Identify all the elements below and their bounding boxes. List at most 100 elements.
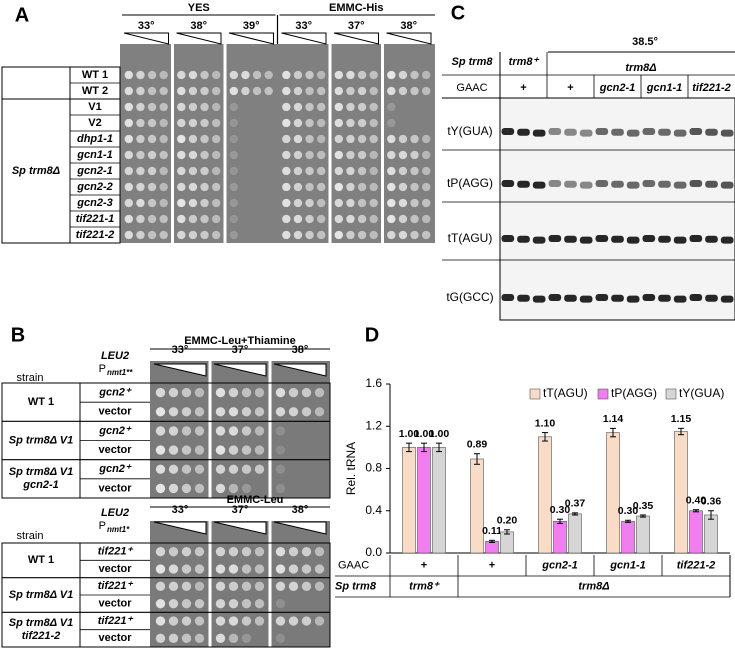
colony-spot bbox=[228, 407, 239, 417]
colony-spot bbox=[155, 445, 166, 455]
colony-spot bbox=[215, 483, 226, 494]
colony-spot bbox=[369, 166, 378, 176]
colony-spot bbox=[124, 102, 133, 112]
gel-band bbox=[611, 128, 624, 136]
colony-spot bbox=[305, 86, 314, 96]
bar bbox=[417, 447, 431, 554]
colony-spot bbox=[254, 387, 265, 398]
colony-spot bbox=[398, 214, 408, 224]
colony-spot bbox=[229, 182, 238, 192]
y-tick-label: 0.8 bbox=[365, 461, 382, 475]
row-label: Sp trm8 bbox=[335, 580, 377, 592]
colony-spot bbox=[241, 633, 252, 644]
colony-spot bbox=[212, 230, 221, 240]
colony-spot bbox=[147, 230, 157, 240]
gaac-label: gcn1-1 bbox=[646, 82, 682, 94]
colony-spot bbox=[177, 118, 186, 128]
colony-spot bbox=[241, 464, 252, 474]
colony-spot bbox=[254, 426, 265, 436]
error-bar bbox=[640, 514, 646, 518]
bar bbox=[538, 436, 552, 554]
colony-spot bbox=[422, 166, 431, 176]
colony-spot bbox=[357, 198, 367, 208]
colony-spot bbox=[147, 214, 157, 224]
error-bar bbox=[474, 453, 480, 465]
colony-spot bbox=[124, 182, 133, 192]
plasmid-label: vector bbox=[98, 632, 132, 644]
gel-band bbox=[501, 180, 515, 187]
colony-spot bbox=[357, 214, 367, 224]
colony-spot bbox=[188, 230, 198, 240]
bar bbox=[568, 513, 582, 554]
colony-spot bbox=[181, 616, 192, 626]
strain-label: gcn2-2 bbox=[76, 181, 112, 193]
colony-spot bbox=[159, 102, 168, 112]
gel-band bbox=[517, 128, 530, 136]
colony-spot bbox=[369, 134, 378, 144]
colony-spot bbox=[136, 198, 145, 208]
colony-spot bbox=[293, 118, 303, 128]
bar bbox=[674, 431, 688, 554]
gel-band bbox=[595, 235, 609, 242]
strain-label: Sp trm8 bbox=[452, 56, 494, 68]
legend-swatch bbox=[665, 388, 677, 400]
gel-band bbox=[658, 294, 671, 302]
value-label: 1.10 bbox=[535, 417, 556, 429]
colony-spot bbox=[314, 616, 325, 626]
table-frame bbox=[1, 542, 331, 648]
colony-spot bbox=[155, 633, 166, 644]
dilution-triangle bbox=[213, 521, 267, 535]
colony-spot bbox=[387, 134, 396, 144]
colony-spot bbox=[346, 182, 355, 192]
trna-label: tY(GUA) bbox=[447, 124, 492, 138]
colony-spot bbox=[194, 633, 205, 644]
gel-band bbox=[548, 294, 562, 301]
colony-spot bbox=[252, 86, 262, 96]
temperature-label: 37° bbox=[232, 344, 249, 356]
gel-band bbox=[532, 129, 546, 137]
error-bar bbox=[489, 539, 495, 543]
group-label: trm8⁺ bbox=[409, 580, 440, 592]
colony-spot bbox=[215, 426, 226, 436]
strain-label: tif221-1 bbox=[76, 213, 115, 225]
colony-spot bbox=[147, 166, 157, 176]
colony-spot bbox=[168, 483, 179, 494]
colony-spot bbox=[387, 198, 396, 208]
colony-spot bbox=[282, 214, 291, 224]
value-label: 0.30 bbox=[618, 505, 639, 517]
colony-spot bbox=[357, 230, 367, 240]
colony-spot bbox=[136, 118, 145, 128]
colony-spot bbox=[317, 102, 326, 112]
colony-spot bbox=[194, 426, 205, 436]
gel-band bbox=[626, 129, 640, 137]
colony-spot bbox=[159, 118, 168, 128]
colony-spot bbox=[159, 86, 168, 96]
colony-spot bbox=[254, 464, 265, 474]
temperature-label: 38° bbox=[190, 20, 207, 32]
temperature-label: 33° bbox=[172, 344, 189, 356]
plasmid-label: tif221⁺ bbox=[98, 615, 134, 627]
gel-band bbox=[705, 128, 718, 136]
medium-label: EMMC-Leu bbox=[227, 494, 284, 506]
y-tick-label: 1.2 bbox=[365, 418, 382, 432]
colony-spot bbox=[155, 387, 166, 398]
gel-band bbox=[532, 295, 546, 303]
plate-image bbox=[150, 521, 330, 647]
strain-label: gcn2-1 bbox=[76, 165, 112, 177]
colony-spot bbox=[229, 70, 238, 80]
value-label: 1.00 bbox=[399, 428, 420, 440]
legend-label: tT(AGU) bbox=[543, 386, 588, 400]
strain-label: Sp trm8Δ V1 bbox=[9, 434, 73, 446]
error-bar bbox=[693, 509, 699, 513]
group-label: Sp trm8Δ bbox=[12, 165, 60, 177]
colony-spot bbox=[275, 581, 286, 592]
error-bar bbox=[572, 512, 578, 516]
promoter-subscript: nmt1* bbox=[107, 525, 130, 534]
colony-spot bbox=[288, 546, 299, 557]
gel-band bbox=[626, 236, 640, 244]
temperature-label: 33° bbox=[138, 20, 155, 32]
colony-spot bbox=[136, 70, 145, 80]
colony-spot bbox=[282, 70, 291, 80]
colony-spot bbox=[228, 564, 239, 574]
colony-spot bbox=[181, 407, 192, 417]
